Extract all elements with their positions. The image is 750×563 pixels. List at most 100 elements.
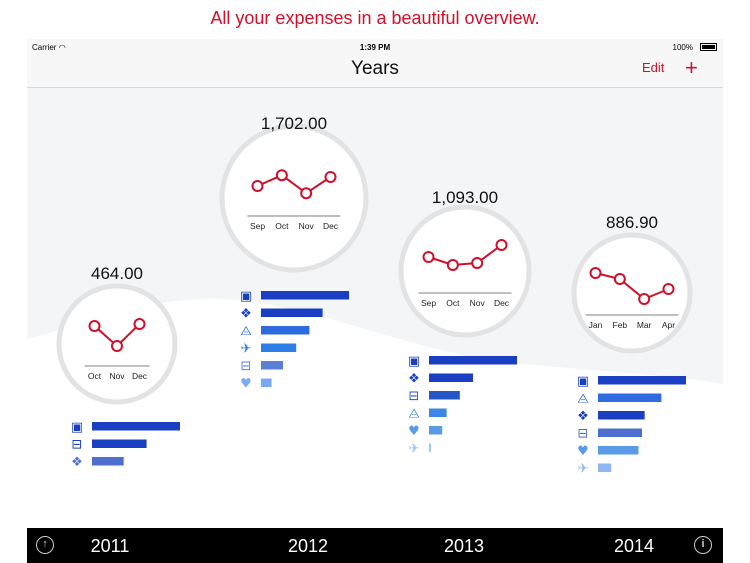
month-label: Feb [613, 320, 628, 330]
category-bar [429, 391, 460, 400]
month-label: Dec [323, 221, 339, 231]
category-bar [598, 446, 639, 455]
category-bar [429, 426, 443, 435]
month-label: Sep [250, 221, 265, 231]
trend-point [300, 187, 313, 200]
trend-point [613, 273, 626, 285]
category-bar [92, 457, 124, 466]
category-bar [261, 326, 310, 335]
month-label: Nov [109, 371, 125, 381]
trend-point [111, 340, 123, 352]
edit-button[interactable]: Edit [642, 60, 665, 75]
category-bar [261, 291, 349, 300]
year-summary-2013[interactable]: 1,093.00 Sep Oct Nov Dec ▣ ❖ ⊟ ⨺ ♥ ✈ [398, 188, 532, 457]
trend-point [324, 171, 337, 183]
trend-point [446, 259, 459, 271]
month-label: Nov [299, 221, 315, 231]
heart-icon: ♥ [240, 377, 252, 392]
info-icon[interactable]: i [694, 536, 712, 554]
year-total: 886.90 [606, 213, 658, 232]
status-time: 1:39 PM [359, 43, 391, 52]
month-label: Dec [494, 298, 510, 308]
category-bar [598, 376, 686, 385]
heart-icon: ♥ [408, 424, 420, 439]
carrier-label: Carrier ◠ [32, 43, 66, 52]
category-bar [598, 411, 645, 420]
category-bar [598, 428, 642, 437]
shirt-icon: ❖ [577, 409, 589, 424]
trend-point [133, 318, 146, 330]
cart-icon: ⨺ [577, 392, 589, 407]
status-bar: Carrier ◠ 1:39 PM 100% [27, 39, 723, 57]
month-label: Oct [275, 221, 289, 231]
battery-percent: 100% [672, 43, 693, 52]
trend-circle[interactable] [219, 123, 369, 273]
tab-year-2011[interactable]: 2011 [90, 536, 130, 556]
share-icon[interactable]: ↑ [36, 536, 54, 554]
trend-point [88, 320, 101, 332]
trend-point [662, 283, 675, 295]
trend-point [589, 267, 602, 279]
category-bar [261, 361, 283, 370]
plane-icon: ✈ [241, 342, 252, 357]
tab-year-2014[interactable]: 2014 [613, 536, 655, 556]
tab-year-2013[interactable]: 2013 [443, 536, 485, 556]
trend-circle[interactable] [571, 232, 693, 354]
page-title: Years [351, 58, 399, 79]
category-bar [429, 408, 447, 417]
tab-year-2012[interactable]: 2012 [287, 536, 329, 556]
category-bar [598, 393, 662, 402]
month-label: Nov [470, 298, 486, 308]
category-bar [92, 422, 180, 431]
years-overview: 464.00 Oct Nov Dec ▣ ⊟ ❖ 1,702.00 Sep Oct Nov Dec ▣ ❖… [27, 114, 723, 563]
ipad-screen: 464.00 Oct Nov Dec ▣ ⊟ ❖ 1,702.00 Sep Oct Nov Dec ▣ ❖… [27, 39, 723, 563]
trend-line [257, 174, 332, 195]
train-icon: ⊟ [241, 359, 252, 374]
train-icon: ⊟ [409, 389, 420, 404]
month-label: Oct [446, 298, 460, 308]
shirt-icon: ❖ [240, 307, 252, 322]
trend-point [495, 239, 508, 251]
trend-point [638, 293, 651, 305]
month-label: Dec [132, 371, 148, 381]
trend-point [471, 257, 484, 269]
train-icon: ⊟ [72, 438, 83, 453]
cart-icon: ⨺ [240, 324, 252, 339]
category-bar [429, 356, 517, 365]
category-bar [261, 343, 297, 352]
games-icon: ▣ [71, 420, 83, 435]
category-bar [261, 308, 323, 317]
month-label: Sep [421, 298, 436, 308]
year-summary-2014[interactable]: 886.90 Jan Feb Mar Apr ▣ ⨺ ❖ ⊟ ♥ ✈ [571, 213, 693, 477]
trend-line [428, 244, 503, 267]
cart-icon: ⨺ [408, 407, 420, 422]
trend-point [422, 251, 435, 263]
month-label: Jan [589, 320, 603, 330]
year-tab-bar: ↑ 2011 2012 2013 2014 i [27, 528, 723, 563]
train-icon: ⊟ [578, 427, 589, 442]
month-label: Oct [88, 371, 102, 381]
month-label: Mar [637, 320, 652, 330]
battery-icon [700, 43, 717, 51]
promo-banner: All your expenses in a beautiful overvie… [210, 8, 540, 28]
background-hill [27, 298, 723, 563]
year-summary-2012[interactable]: 1,702.00 Sep Oct Nov Dec ▣ ❖ ⨺ ✈ ⊟ ♥ [219, 114, 369, 392]
add-button[interactable]: + [685, 55, 698, 80]
year-total: 1,093.00 [432, 188, 498, 207]
trend-circle[interactable] [398, 204, 532, 338]
trend-point [251, 180, 264, 192]
games-icon: ▣ [408, 354, 420, 369]
heart-icon: ♥ [577, 444, 589, 459]
year-summary-2011[interactable]: 464.00 Oct Nov Dec ▣ ⊟ ❖ [56, 264, 180, 470]
plane-icon: ✈ [578, 462, 589, 477]
plane-icon: ✈ [409, 442, 420, 457]
category-bar [429, 443, 431, 452]
navigation-bar: Years Edit + [27, 57, 723, 88]
shirt-icon: ❖ [71, 455, 83, 470]
shirt-icon: ❖ [408, 372, 420, 387]
trend-point [275, 169, 288, 182]
trend-line [595, 272, 669, 301]
category-bar [92, 439, 147, 448]
year-total: 464.00 [91, 264, 143, 283]
games-icon: ▣ [577, 374, 589, 389]
